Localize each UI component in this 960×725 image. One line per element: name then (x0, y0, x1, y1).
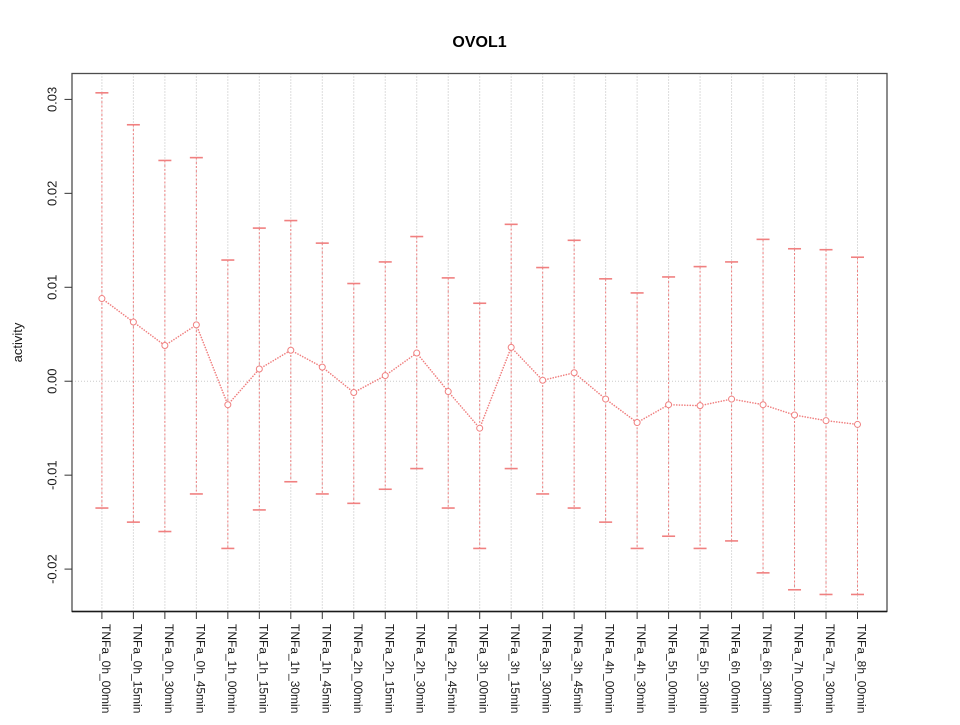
svg-text:0.02: 0.02 (45, 181, 60, 206)
svg-text:TNFa_4h_30min: TNFa_4h_30min (634, 624, 648, 713)
svg-text:TNFa_2h_45min: TNFa_2h_45min (445, 624, 459, 713)
svg-text:OVOL1: OVOL1 (452, 34, 506, 51)
svg-text:0.00: 0.00 (45, 369, 60, 394)
svg-text:TNFa_0h_45min: TNFa_0h_45min (193, 624, 207, 713)
svg-text:TNFa_1h_30min: TNFa_1h_30min (288, 624, 302, 713)
svg-text:TNFa_4h_00min: TNFa_4h_00min (603, 624, 617, 713)
svg-text:TNFa_3h_30min: TNFa_3h_30min (540, 624, 554, 713)
svg-text:TNFa_2h_30min: TNFa_2h_30min (414, 624, 428, 713)
svg-text:TNFa_7h_30min: TNFa_7h_30min (823, 624, 837, 713)
svg-text:TNFa_3h_45min: TNFa_3h_45min (571, 624, 585, 713)
svg-text:TNFa_3h_00min: TNFa_3h_00min (477, 624, 491, 713)
svg-text:TNFa_1h_45min: TNFa_1h_45min (319, 624, 333, 713)
svg-text:TNFa_0h_15min: TNFa_0h_15min (130, 624, 144, 713)
svg-text:TNFa_0h_00min: TNFa_0h_00min (99, 624, 113, 713)
svg-text:-0.02: -0.02 (45, 554, 60, 584)
svg-text:TNFa_0h_30min: TNFa_0h_30min (162, 624, 176, 713)
svg-text:TNFa_8h_00min: TNFa_8h_00min (855, 624, 869, 713)
svg-text:TNFa_5h_00min: TNFa_5h_00min (666, 624, 680, 713)
svg-text:0.01: 0.01 (45, 275, 60, 300)
svg-text:activity: activity (10, 322, 25, 362)
svg-text:TNFa_6h_00min: TNFa_6h_00min (729, 624, 743, 713)
svg-text:TNFa_2h_15min: TNFa_2h_15min (382, 624, 396, 713)
svg-text:TNFa_3h_15min: TNFa_3h_15min (508, 624, 522, 713)
svg-text:TNFa_1h_00min: TNFa_1h_00min (225, 624, 239, 713)
svg-text:0.03: 0.03 (45, 87, 60, 112)
svg-text:TNFa_7h_00min: TNFa_7h_00min (792, 624, 806, 713)
svg-text:-0.01: -0.01 (45, 460, 60, 490)
svg-text:TNFa_6h_30min: TNFa_6h_30min (760, 624, 774, 713)
svg-text:TNFa_5h_30min: TNFa_5h_30min (697, 624, 711, 713)
svg-text:TNFa_2h_00min: TNFa_2h_00min (351, 624, 365, 713)
svg-text:TNFa_1h_15min: TNFa_1h_15min (256, 624, 270, 713)
